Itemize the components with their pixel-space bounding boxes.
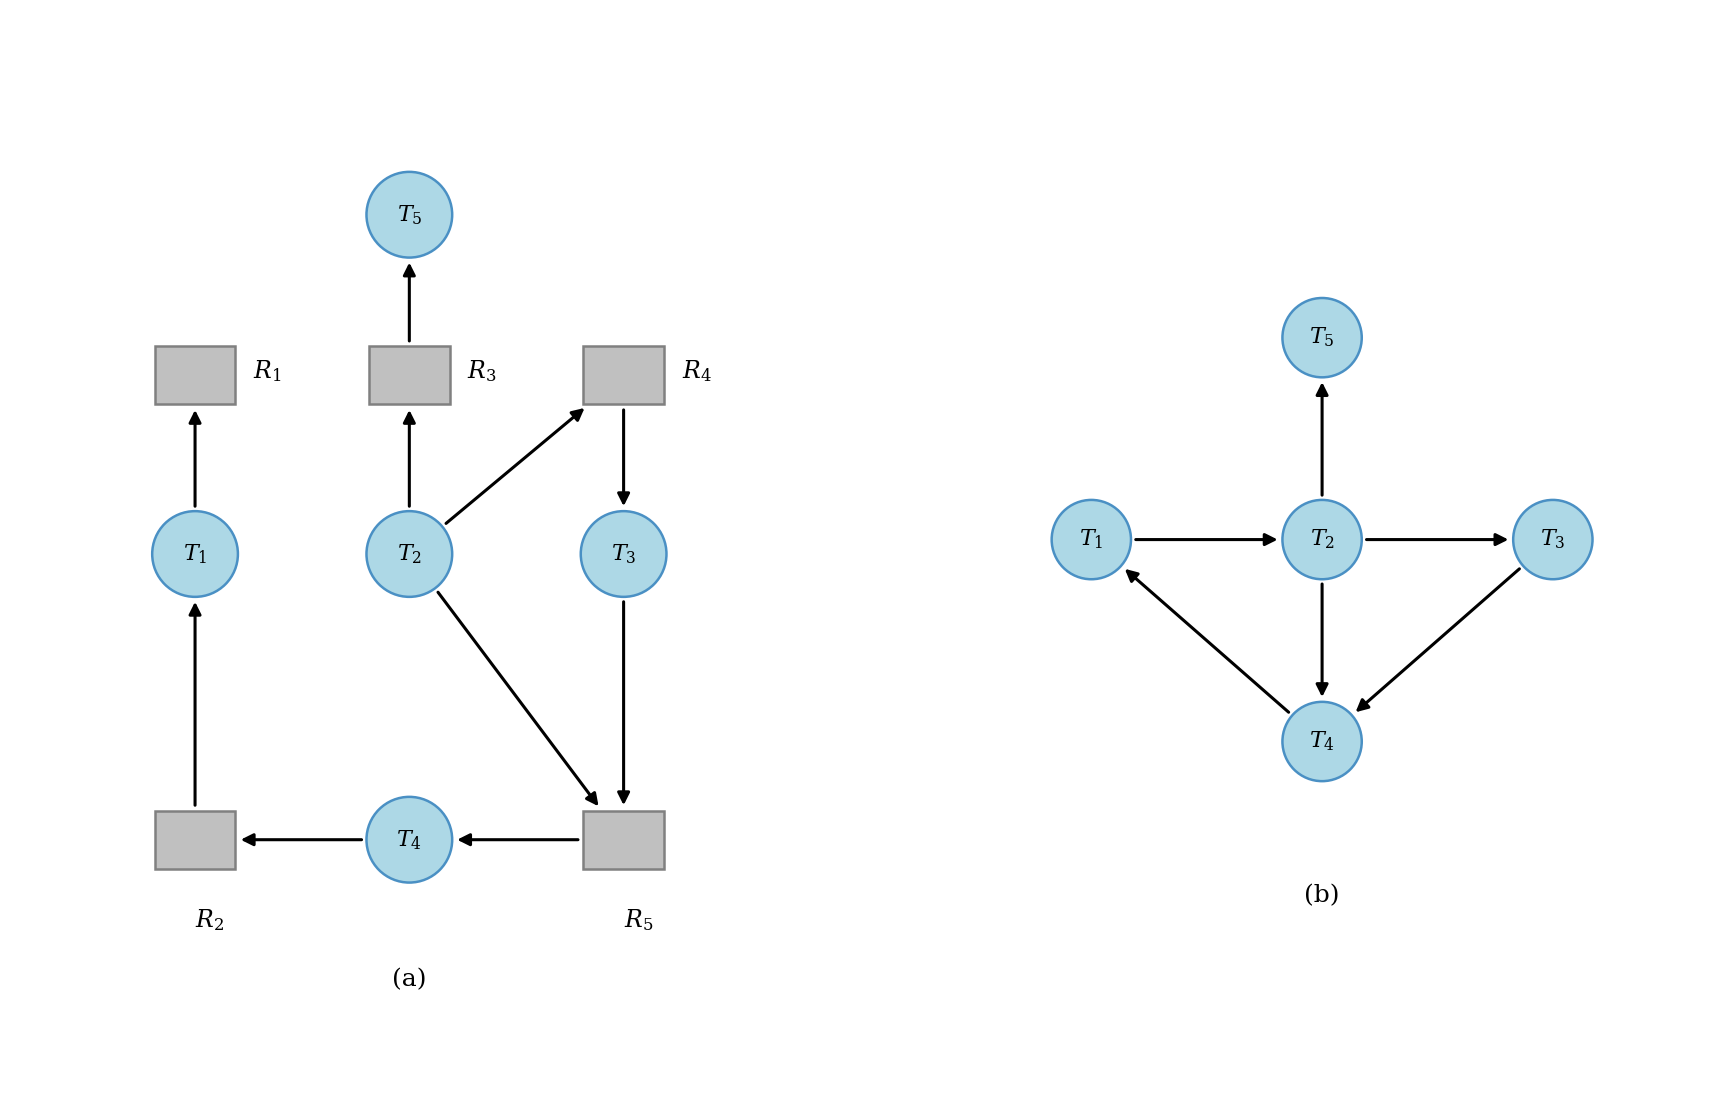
Circle shape [366,172,452,257]
Text: $R_2$: $R_2$ [196,907,225,933]
Text: $T_1$: $T_1$ [1078,527,1104,552]
Circle shape [1283,701,1362,781]
Circle shape [1283,298,1362,378]
Text: $T_4$: $T_4$ [1308,730,1336,753]
FancyBboxPatch shape [369,347,450,404]
Circle shape [366,797,452,883]
Text: $T_5$: $T_5$ [397,203,422,226]
Text: $R_5$: $R_5$ [623,907,652,933]
Circle shape [1283,500,1362,579]
Text: $T_2$: $T_2$ [1310,527,1334,552]
FancyBboxPatch shape [155,347,235,404]
Text: $R_3$: $R_3$ [467,358,496,383]
Text: $T_3$: $T_3$ [1540,527,1566,552]
Circle shape [1051,500,1132,579]
Text: $T_4$: $T_4$ [397,828,422,852]
Text: $R_1$: $R_1$ [252,358,282,383]
Text: $T_1$: $T_1$ [182,542,208,566]
FancyBboxPatch shape [155,811,235,869]
Text: (b): (b) [1305,884,1339,907]
Circle shape [366,511,452,597]
FancyBboxPatch shape [584,347,664,404]
Circle shape [153,511,239,597]
FancyBboxPatch shape [584,811,664,869]
Text: (a): (a) [391,968,426,992]
Circle shape [1513,500,1593,579]
Circle shape [580,511,666,597]
Text: $R_4$: $R_4$ [682,358,711,383]
Text: $T_2$: $T_2$ [397,542,422,566]
Text: $T_3$: $T_3$ [611,542,637,566]
Text: $T_5$: $T_5$ [1310,326,1334,349]
